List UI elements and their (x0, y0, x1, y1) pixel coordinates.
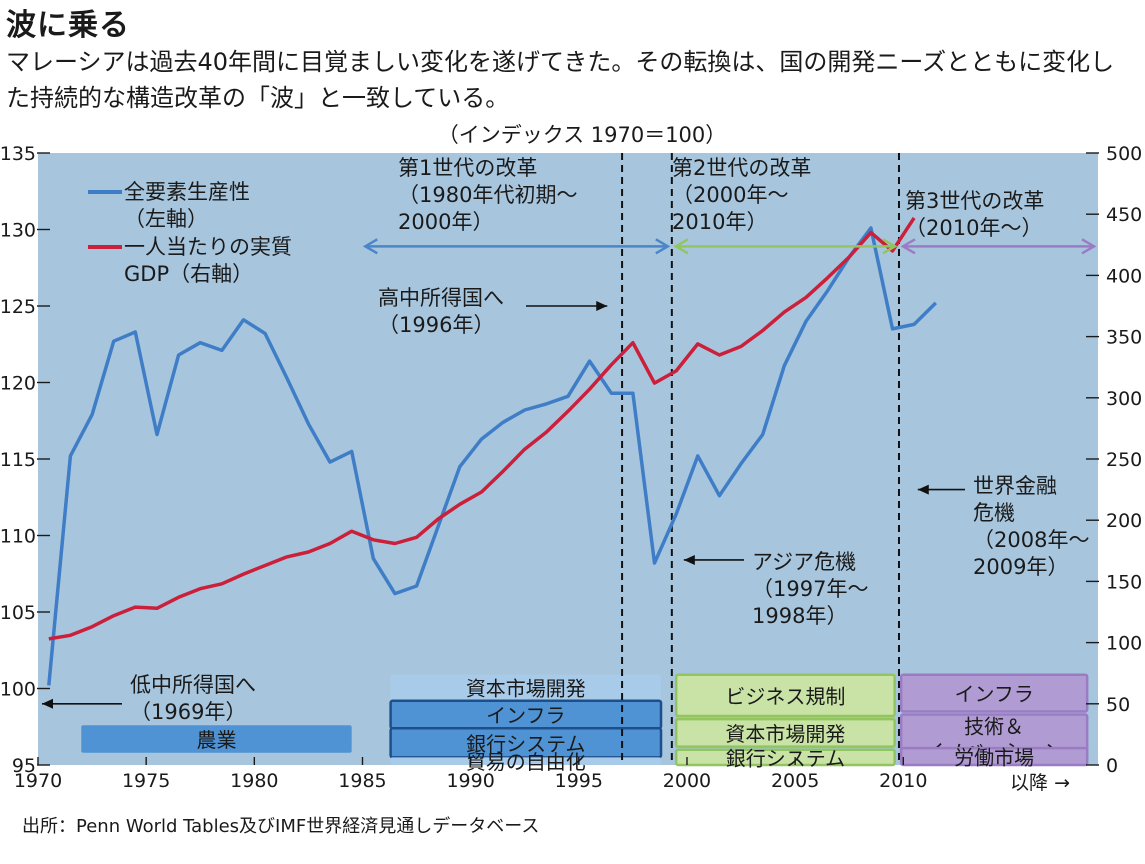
annotation-arrowhead (683, 554, 695, 565)
y-right-tick-label: 50 (1106, 694, 1130, 716)
y-right-tick-label: 300 (1106, 388, 1142, 410)
x-tick-label: 1980 (230, 770, 278, 792)
sector-box (674, 717, 896, 748)
legend-label: GDP（右軸） (124, 262, 253, 286)
y-right-tick-label: 150 (1106, 571, 1142, 593)
y-right-tick-label: 200 (1106, 510, 1142, 532)
annotation-text: （1996年） (378, 313, 494, 337)
y-left-tick-label: 100 (0, 679, 36, 701)
y-right-tick-label: 350 (1106, 327, 1142, 349)
axes: 95 100 105 110 115 120 125 130 135 0 50 100 150 200 25… (0, 143, 1142, 794)
annotation-text: 世界金融 (973, 474, 1057, 498)
sector-label: 農業 (196, 728, 236, 752)
page-title: 波に乗る (6, 8, 130, 43)
annotation-text: 危機 (973, 501, 1015, 525)
legend-label: （左軸） (124, 207, 208, 231)
plot-area (38, 153, 1098, 765)
sector-label: 銀行システム (466, 732, 585, 756)
sector-box (81, 725, 352, 753)
series-line (47, 226, 938, 686)
sector-box (390, 757, 662, 765)
reform-arrowhead (882, 238, 898, 255)
y-right-tick-label: 0 (1106, 755, 1118, 777)
legend-label: 全要素生産性 (124, 180, 250, 204)
sector-label: 資本市場開発 (725, 722, 845, 746)
y-left-tick-label: 95 (12, 755, 36, 777)
y-left-tick-label: 120 (0, 373, 36, 395)
sector-boxes: 農業資本市場開発インフラ銀行システム貿易の自由化ビジネス規制資本市場開発銀行シス… (81, 673, 1089, 774)
y-right-tick-label: 250 (1106, 449, 1142, 471)
annotation-text: アジア危機 (752, 550, 856, 574)
reform-period: （1980年代初期〜 (398, 183, 577, 207)
reform-arrowhead (362, 238, 378, 255)
x-tick-label: 1975 (122, 770, 170, 792)
y-left-tick-label: 110 (0, 526, 36, 548)
sector-box (674, 673, 896, 718)
reform-arrowhead (655, 238, 671, 255)
sector-label: インフラ (954, 682, 1033, 706)
sector-box (390, 674, 662, 701)
reform-labels: 第1世代の改革 （1980年代初期〜 2000年） 第2世代の改革 （2000年〜 201… (362, 156, 1097, 255)
annotation-text: 低中所得国へ (130, 673, 256, 697)
annotation-text: （1969年） (130, 700, 246, 724)
reform-arrowhead (673, 238, 689, 255)
sector-label: ビジネス規制 (725, 684, 845, 708)
x-tick-label: 1985 (338, 770, 386, 792)
y-left-tick-label: 105 (0, 602, 36, 624)
x-tick-label: 2005 (771, 770, 819, 792)
page-subtitle: マレーシアは過去40年間に目覚ましい変化を遂げてきた。その転換は、国の開発ニーズ… (6, 48, 1115, 112)
x-tick-label: 2010 (879, 770, 927, 792)
annotation-text: 高中所得国へ (378, 286, 504, 310)
reform-dividers (621, 153, 900, 765)
reform-label: 第3世代の改革 (905, 189, 1044, 213)
sector-label: 技術＆ (964, 714, 1024, 738)
reform-period: （2000年〜 (672, 183, 788, 207)
x-tick-label: 2000 (663, 770, 711, 792)
x-tick-label: 1990 (446, 770, 494, 792)
sector-box (899, 746, 1089, 767)
x-tick-label: 1970 (14, 770, 62, 792)
reform-label: 第1世代の改革 (398, 156, 537, 180)
annotation-text: （1997年〜 (752, 577, 868, 601)
y-left-tick-label: 115 (0, 449, 36, 471)
y-right-tick-label: 400 (1106, 265, 1142, 287)
y-left-tick-label: 130 (0, 220, 36, 242)
legend-label: 一人当たりの実質 (124, 235, 292, 259)
y-left-tick-label: 135 (0, 143, 36, 165)
x-tick-label: 以降 → (1010, 772, 1070, 794)
annotation-text: （2008年〜 (973, 528, 1089, 552)
annotation-arrowhead (596, 301, 608, 311)
y-right-tick-label: 450 (1106, 204, 1142, 226)
reform-arrowhead (1081, 238, 1097, 255)
sector-box (674, 748, 896, 767)
legend: 全要素生産性 （左軸） 一人当たりの実質 GDP（右軸） (88, 180, 292, 286)
annotations: 低中所得国へ （1969年） 高中所得国へ （1996年） アジア危機 （1997年〜 19… (42, 286, 1089, 724)
data-series (47, 216, 938, 686)
sector-label: インフラ (486, 704, 565, 728)
sector-box (899, 673, 1089, 713)
x-tick-label: 1995 (555, 770, 603, 792)
reform-arrowhead (900, 238, 916, 255)
y-left-tick-label: 125 (0, 296, 36, 318)
y-right-tick-label: 500 (1106, 143, 1142, 165)
annotation-arrowhead (42, 698, 53, 709)
sector-label: 労働市場 (954, 746, 1034, 770)
reform-label: 第2世代の改革 (672, 156, 811, 180)
reform-period: （2010年〜） (905, 216, 1042, 240)
reform-period: 2010年） (672, 210, 767, 234)
source-note: 出所：Penn World Tables及びIMF世界経済見通しデータベース (22, 816, 540, 837)
y-right-tick-label: 100 (1106, 633, 1142, 655)
sector-label: 資本市場開発 (466, 677, 586, 701)
annotation-text: 2009年） (973, 555, 1068, 579)
reform-period: 2000年） (398, 210, 493, 234)
unit-label: （インデックス 1970＝100） (438, 123, 727, 147)
sector-label: 貿易の自由化 (466, 750, 586, 774)
sector-label: 銀行システム (726, 746, 845, 770)
annotation-text: 1998年） (752, 604, 847, 628)
annotation-arrowhead (917, 484, 929, 495)
series-line (48, 216, 916, 641)
